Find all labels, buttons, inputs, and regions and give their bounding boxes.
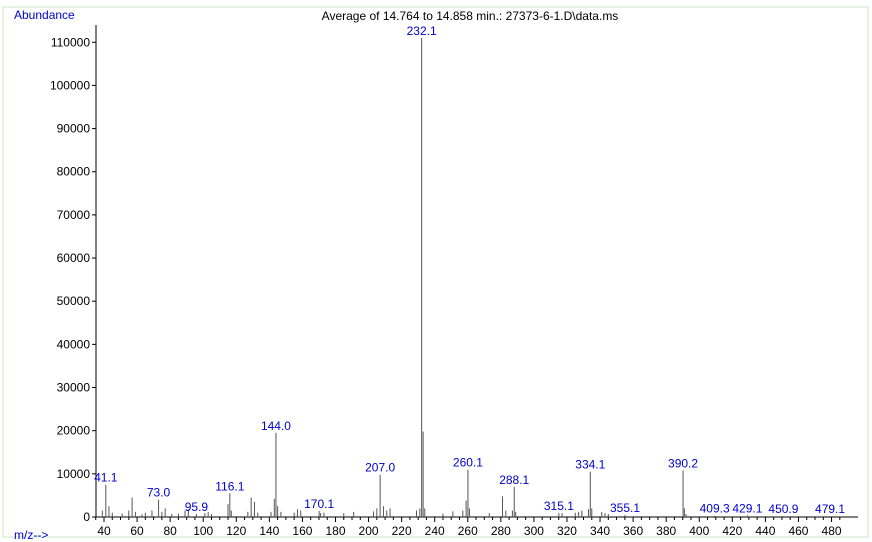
- y-tick-label: 70000: [57, 208, 91, 222]
- x-tick-label: 280: [491, 524, 511, 538]
- x-tick-label: 80: [163, 524, 177, 538]
- y-axis-label: Abundance: [14, 8, 75, 22]
- peak-label: 390.2: [668, 456, 698, 470]
- peak-label: 288.1: [499, 473, 529, 487]
- y-tick-label: 30000: [57, 381, 91, 395]
- peak-label: 334.1: [575, 458, 605, 472]
- x-tick-label: 420: [722, 524, 742, 538]
- y-tick-label: 100000: [50, 78, 90, 92]
- peak-label: 429.1: [732, 501, 762, 515]
- chart-border: [2, 6, 869, 538]
- x-tick-label: 120: [226, 524, 246, 538]
- x-tick-label: 260: [458, 524, 478, 538]
- x-tick-label: 220: [392, 524, 412, 538]
- y-tick-label: 80000: [57, 165, 91, 179]
- peak-labels: 41.1 73.0 95.9 116.1 144.0 170.1 207.0 232.1 260…: [94, 24, 845, 516]
- x-tick-label: 100: [193, 524, 213, 538]
- y-axis: 0 10000 20000 30000 40000 50000 60000 70000 8000…: [50, 25, 97, 524]
- peak-label: 232.1: [407, 24, 437, 38]
- x-tick-label: 320: [557, 524, 577, 538]
- y-tick-label: 90000: [57, 122, 91, 136]
- peak-label: 479.1: [815, 502, 845, 516]
- x-tick-label: 40: [97, 524, 111, 538]
- x-tick-label: 160: [292, 524, 312, 538]
- peak-label: 95.9: [185, 500, 209, 514]
- peak-label: 144.0: [261, 419, 291, 433]
- x-tick-label: 60: [130, 524, 144, 538]
- x-tick-label: 460: [788, 524, 808, 538]
- y-tick-label: 110000: [51, 35, 90, 49]
- y-tick-label: 0: [83, 510, 90, 524]
- x-tick-label: 140: [259, 524, 279, 538]
- peak-label: 355.1: [610, 501, 640, 515]
- x-axis: 40 60 80 100 120 140 160 180 200 220 240 260 280 300 3…: [95, 516, 858, 538]
- x-tick-label: 300: [524, 524, 544, 538]
- x-tick-label: 200: [359, 524, 379, 538]
- peak-label: 41.1: [94, 471, 118, 485]
- x-tick-label: 480: [822, 524, 842, 538]
- x-tick-label: 440: [755, 524, 775, 538]
- y-tick-label: 60000: [57, 251, 91, 265]
- y-tick-label: 10000: [57, 467, 91, 481]
- x-tick-label: 400: [689, 524, 709, 538]
- peak-label: 450.9: [768, 502, 798, 516]
- x-axis-label: m/z-->: [14, 528, 48, 542]
- chart-title: Average of 14.764 to 14.858 min.: 27373-…: [322, 9, 619, 23]
- y-tick-label: 20000: [57, 424, 91, 438]
- x-tick-label: 360: [623, 524, 643, 538]
- y-tick-label: 50000: [57, 294, 91, 308]
- peak-label: 116.1: [215, 479, 244, 493]
- spectrum-peaks: [101, 37, 831, 517]
- peak-label: 409.3: [700, 502, 730, 516]
- peak-label: 260.1: [453, 456, 483, 470]
- y-tick-label: 40000: [57, 337, 91, 351]
- x-tick-label: 380: [656, 524, 676, 538]
- peak-label: 170.1: [304, 497, 334, 511]
- x-tick-label: 180: [325, 524, 345, 538]
- peak-label: 207.0: [365, 461, 395, 475]
- peak-label: 315.1: [544, 499, 574, 513]
- peak-label: 73.0: [147, 486, 171, 500]
- x-tick-label: 340: [590, 524, 610, 538]
- x-tick-label: 240: [425, 524, 445, 538]
